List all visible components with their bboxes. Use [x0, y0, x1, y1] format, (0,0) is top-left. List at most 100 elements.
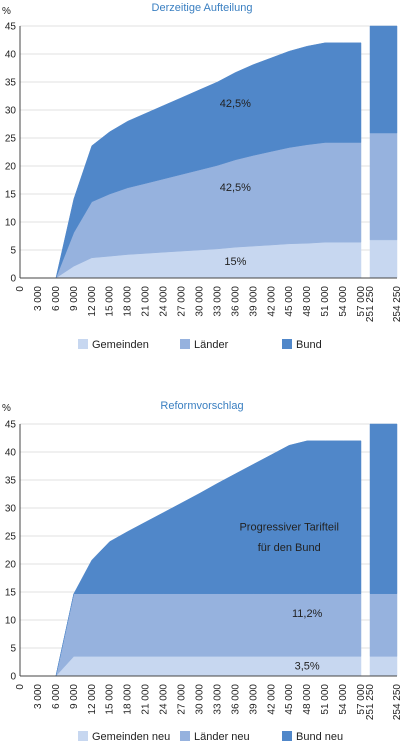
y-tick-label: 10 — [5, 218, 17, 229]
x-tick-label: 9 000 — [69, 286, 80, 311]
x-tick-label: 251 250 — [365, 286, 376, 323]
area-bund — [369, 25, 398, 134]
legend-swatch — [78, 339, 88, 349]
x-tick-label: 36 000 — [230, 684, 241, 715]
x-tick-label: 51 000 — [320, 684, 331, 715]
legend: Gemeinden Länder Bund — [78, 339, 322, 351]
y-tick-label: 40 — [5, 50, 17, 61]
y-unit-label: % — [2, 6, 11, 17]
annotation: Progressiver Tarifteil — [239, 521, 338, 533]
x-tick-label: 24 000 — [159, 286, 170, 317]
area-bund-neu — [369, 423, 398, 594]
annotation: 3,5% — [295, 660, 320, 672]
x-tick-label: 3 000 — [33, 684, 44, 709]
legend-label: Gemeinden neu — [92, 731, 170, 743]
x-tick-label: 45 000 — [284, 286, 295, 317]
area-gemeinden — [369, 239, 398, 279]
x-tick-label: 6 000 — [51, 684, 62, 709]
x-tick-label: 3 000 — [33, 286, 44, 311]
y-tick-label: 10 — [5, 616, 17, 627]
series-l-nder-neu — [20, 593, 398, 677]
x-tick-label: 21 000 — [141, 286, 152, 317]
annotation: 15% — [224, 256, 246, 268]
legend-label: Bund neu — [296, 731, 343, 743]
y-tick-label: 45 — [5, 420, 17, 431]
chart-2: Reformvorschlag% 0 5 10 15 20 25 30 35 40 45 0 3 000… — [2, 400, 400, 743]
legend-label: Gemeinden — [92, 339, 149, 351]
x-tick-label: 48 000 — [302, 684, 313, 715]
y-tick-label: 35 — [5, 476, 17, 487]
legend-swatch — [180, 339, 190, 349]
x-tick-label: 36 000 — [230, 286, 241, 317]
x-tick-label: 12 000 — [87, 684, 98, 715]
y-tick-label: 20 — [5, 162, 17, 173]
x-tick-label: 54 000 — [338, 684, 349, 715]
annotation: 42,5% — [220, 182, 251, 194]
y-tick-label: 35 — [5, 78, 17, 89]
x-tick-label: 27 000 — [177, 684, 188, 715]
x-tick-label: 39 000 — [248, 684, 259, 715]
x-tick-labels: 0 3 000 6 000 9 000 12 000 15 000 18 000 21 000… — [15, 286, 400, 323]
legend-label: Länder — [194, 339, 229, 351]
x-tick-label: 6 000 — [51, 286, 62, 311]
y-tick-label: 40 — [5, 448, 17, 459]
y-tick-label: 25 — [5, 134, 17, 145]
x-tick-label: 51 000 — [320, 286, 331, 317]
x-tick-label: 30 000 — [194, 684, 205, 715]
legend-swatch — [282, 731, 292, 741]
x-tick-label: 30 000 — [194, 286, 205, 317]
x-tick-label: 27 000 — [177, 286, 188, 317]
x-tick-label: 42 000 — [266, 286, 277, 317]
x-tick-label: 57 000 — [356, 684, 367, 715]
x-tick-label: 45 000 — [284, 684, 295, 715]
x-tick-label: 0 — [15, 286, 26, 292]
legend: Gemeinden neu Länder neu Bund neu — [78, 731, 343, 743]
annotations: 42,5% 42,5% 15% — [220, 98, 251, 268]
y-tick-label: 45 — [5, 22, 17, 33]
area-gemeinden-neu — [369, 656, 398, 677]
x-tick-label: 42 000 — [266, 684, 277, 715]
series-bund-neu — [20, 423, 398, 677]
x-tick-label: 254 250 — [392, 684, 400, 721]
annotation: 11,2% — [292, 608, 323, 620]
legend-swatch — [78, 731, 88, 741]
series-gemeinden — [20, 239, 398, 279]
x-tick-label: 48 000 — [302, 286, 313, 317]
y-tick-label: 5 — [10, 246, 16, 257]
y-unit-label: % — [2, 403, 11, 414]
y-tick-label: 30 — [5, 106, 17, 117]
y-tick-labels: 0 5 10 15 20 25 30 35 40 45 — [5, 22, 17, 285]
x-tick-label: 18 000 — [123, 286, 134, 317]
x-tick-label: 24 000 — [159, 684, 170, 715]
chart-1: Derzeitige Aufteilung% 0 5 10 15 20 25 30 35 40 45… — [2, 2, 400, 351]
x-tick-labels: 0 3 000 6 000 9 000 12 000 15 000 18 000 21 000… — [15, 684, 400, 721]
legend-label: Länder neu — [194, 731, 250, 743]
legend-swatch — [282, 339, 292, 349]
y-tick-label: 0 — [10, 274, 16, 285]
x-tick-label: 15 000 — [105, 286, 116, 317]
area-l-nder-neu — [369, 593, 398, 657]
x-tick-label: 15 000 — [105, 684, 116, 715]
y-tick-label: 25 — [5, 532, 17, 543]
area-bund-neu — [20, 440, 362, 677]
series-bund — [20, 25, 398, 279]
x-tick-label: 21 000 — [141, 684, 152, 715]
x-tick-label: 9 000 — [69, 684, 80, 709]
annotation: für den Bund — [258, 542, 321, 554]
x-tick-label: 39 000 — [248, 286, 259, 317]
y-tick-label: 30 — [5, 504, 17, 515]
annotation: 42,5% — [220, 98, 251, 110]
series-gemeinden-neu — [20, 656, 398, 677]
y-tick-label: 15 — [5, 190, 17, 201]
chart-title: Derzeitige Aufteilung — [152, 2, 253, 14]
chart-title: Reformvorschlag — [160, 400, 243, 412]
y-tick-label: 0 — [10, 672, 16, 683]
area-l-nder — [369, 132, 398, 241]
x-tick-label: 0 — [15, 684, 26, 690]
x-tick-label: 54 000 — [338, 286, 349, 317]
y-tick-label: 15 — [5, 588, 17, 599]
area-bund — [20, 42, 362, 279]
legend-label: Bund — [296, 339, 322, 351]
x-tick-label: 33 000 — [212, 286, 223, 317]
